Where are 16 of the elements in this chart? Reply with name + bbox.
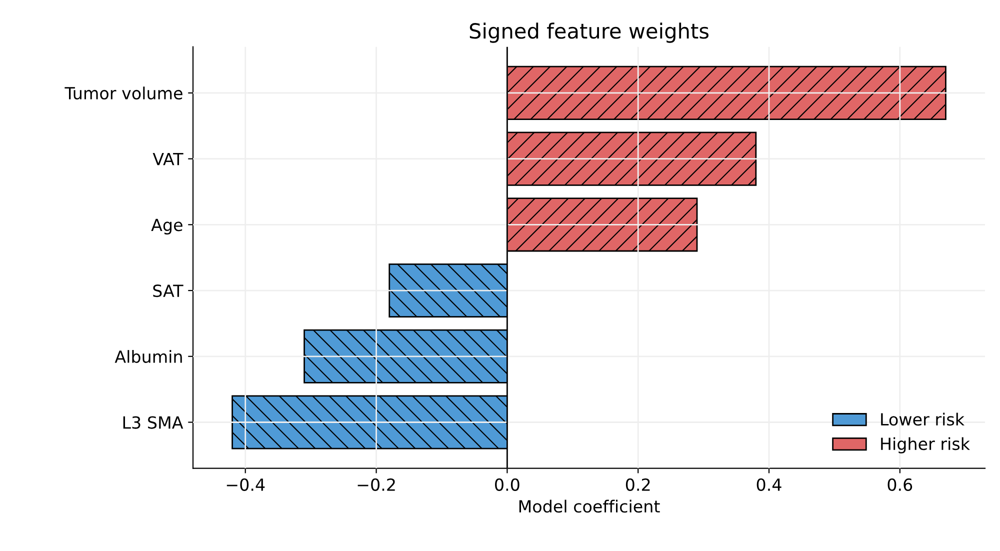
y-tick-label: SAT [153,284,184,298]
y-tick-label: Albumin [114,350,182,363]
legend-label: Lower risk [881,412,964,426]
x-tick-label: −0.4 [226,478,265,491]
legend-label: Higher risk [881,437,970,454]
y-tick-label: Age [151,218,182,234]
x-tick-label: 0.2 [626,478,650,491]
chart-title: Signed feature weights [470,22,708,43]
x-tick-label: 0.4 [756,478,782,491]
y-tick-label: L3 SMA [123,416,184,429]
x-tick-label: 0.6 [888,478,912,491]
x-axis-title: Model coefficient [519,500,660,513]
x-tick-label: −0.2 [358,478,395,491]
x-tick-label: 0.0 [495,478,520,491]
y-tick-label: VAT [152,152,184,166]
y-tick-label: Tumor volume [64,86,182,100]
